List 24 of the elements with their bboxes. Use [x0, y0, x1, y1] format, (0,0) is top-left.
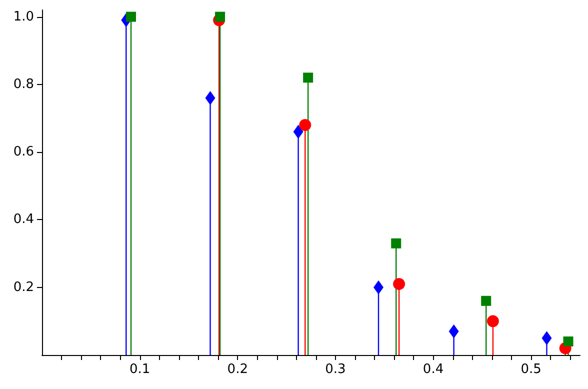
point — [486, 315, 499, 328]
x-tick-label: 0.5 — [520, 362, 542, 377]
x-tick-label: 0.1 — [129, 362, 150, 377]
point — [448, 324, 459, 338]
y-tick-label: 1.0 — [13, 9, 34, 24]
y-tick-label: 0.4 — [13, 212, 34, 228]
point — [215, 12, 226, 22]
point — [481, 296, 492, 306]
x-tick-label: 0.3 — [325, 362, 346, 377]
y-tick-label: 0.2 — [13, 280, 34, 295]
point — [126, 12, 136, 22]
point — [205, 90, 216, 105]
y-tick-label: 0.8 — [13, 76, 34, 92]
x-tick-label: 0.2 — [227, 362, 248, 377]
point — [393, 278, 406, 290]
point — [563, 336, 574, 346]
y-tick-label: 0.6 — [13, 144, 34, 160]
point — [303, 72, 314, 83]
point — [293, 124, 304, 139]
x-tick-label: 0.4 — [422, 362, 444, 377]
point — [373, 280, 384, 294]
point — [391, 238, 402, 248]
point — [542, 331, 552, 346]
point — [299, 119, 312, 131]
